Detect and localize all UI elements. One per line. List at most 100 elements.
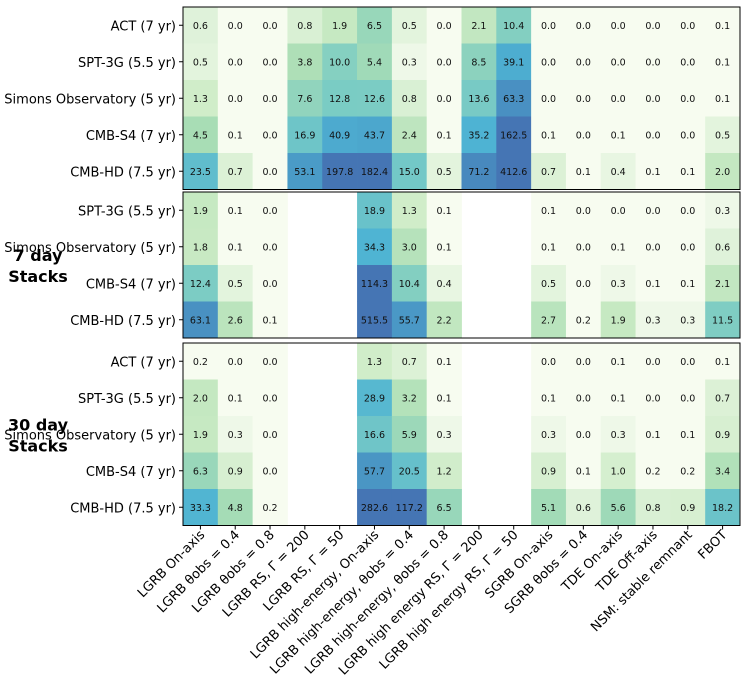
heatmap-cell <box>565 416 602 453</box>
heatmap-cell <box>357 192 393 229</box>
heatmap-cell <box>426 192 462 229</box>
cell-value-label: 5.9 <box>402 430 417 441</box>
heatmap-cell <box>357 301 393 339</box>
cell-value-label: 0.3 <box>611 279 626 290</box>
heatmap-cell <box>670 116 706 154</box>
heatmap-cell <box>531 265 567 302</box>
heatmap-cell <box>496 153 532 190</box>
cell-value-label: 0.0 <box>576 430 591 441</box>
cell-value-label: 0.1 <box>262 315 277 326</box>
heatmap-cell <box>426 153 462 190</box>
heatmap-cell <box>252 452 288 490</box>
heatmap-cell <box>183 343 219 380</box>
cell-value-label: 3.2 <box>402 393 417 404</box>
cell-value-label: 34.3 <box>364 242 385 253</box>
heatmap-cell <box>531 43 567 81</box>
heatmap-cell <box>565 379 602 417</box>
heatmap-cell <box>183 228 219 266</box>
heatmap-cell <box>391 379 428 417</box>
cell-value-label: 10.4 <box>399 279 420 290</box>
cell-value-label: 12.6 <box>364 94 385 105</box>
cell-value-label: 0.0 <box>680 206 695 217</box>
cell-value-label: 0.3 <box>611 430 626 441</box>
heatmap-cell <box>705 80 741 117</box>
heatmap-cell <box>705 43 741 81</box>
panel-label: 30 day Stacks <box>8 415 69 455</box>
heatmap-cell <box>287 153 323 190</box>
heatmap-cell <box>391 192 428 229</box>
cell-value-label: 0.7 <box>402 357 417 368</box>
heatmap-cell <box>183 301 219 339</box>
cell-value-label: 0.9 <box>715 430 730 441</box>
heatmap-cell <box>217 228 254 266</box>
heatmap-cell <box>496 80 532 117</box>
cell-value-label: 282.6 <box>361 503 388 514</box>
heatmap-cell <box>600 379 636 417</box>
heatmap-cell <box>183 452 219 490</box>
cell-value-label: 63.3 <box>503 94 524 105</box>
row-label: SPT-3G (5.5 yr) <box>78 204 176 219</box>
row-label: CMB-S4 (7 yr) <box>86 277 176 292</box>
cell-value-label: 2.0 <box>193 393 208 404</box>
heatmap-cell <box>287 80 323 117</box>
column-label: FBOT <box>696 528 731 563</box>
heatmap-cell <box>183 153 219 190</box>
cell-value-label: 0.3 <box>541 430 556 441</box>
heatmap-cell <box>391 153 428 190</box>
heatmap-cell <box>705 301 741 339</box>
heatmap-cell <box>183 43 219 81</box>
cell-value-label: 0.2 <box>576 315 591 326</box>
cell-value-label: 40.9 <box>329 130 350 141</box>
heatmap-cell <box>217 265 254 302</box>
heatmap-cell <box>391 116 428 154</box>
heatmap-cell <box>670 416 706 453</box>
cell-value-label: 0.8 <box>297 21 312 32</box>
panel-label: 7 day Stacks <box>8 246 68 286</box>
cell-value-label: 0.0 <box>645 357 660 368</box>
cell-value-label: 0.3 <box>680 315 695 326</box>
heatmap-cell <box>287 43 323 81</box>
heatmap-cell <box>531 80 567 117</box>
cell-value-label: 0.7 <box>715 393 730 404</box>
row-label: Simons Observatory (5 yr) <box>4 428 176 443</box>
heatmap-cell <box>252 116 288 154</box>
cell-value-label: 0.0 <box>611 21 626 32</box>
heatmap-cell <box>461 80 497 117</box>
cell-value-label: 0.1 <box>437 130 452 141</box>
heatmap-cell <box>252 379 288 417</box>
heatmap-cell <box>705 343 741 380</box>
cell-value-label: 0.0 <box>262 167 277 178</box>
cell-value-label: 0.0 <box>228 21 243 32</box>
heatmap-cell <box>357 7 393 44</box>
heatmap-cell <box>287 7 323 44</box>
panel-1: 0.6 0.0 0.0 0.8 1.9 6.5 0.5 0.0 2.1 10.4 0.0 0.0 0.0… <box>4 6 741 190</box>
cell-value-label: 0.1 <box>228 242 243 253</box>
heatmap-cell <box>217 116 254 154</box>
heatmap-cell <box>357 452 393 490</box>
cell-value-label: 3.8 <box>297 57 312 68</box>
cell-value-label: 2.4 <box>402 130 417 141</box>
heatmap-cell <box>426 379 462 417</box>
heatmap-cell <box>357 379 393 417</box>
cell-value-label: 0.9 <box>228 466 243 477</box>
cell-value-label: 0.6 <box>576 503 591 514</box>
heatmap-cell <box>217 192 254 229</box>
cell-value-label: 0.5 <box>402 21 417 32</box>
cell-value-label: 0.0 <box>228 357 243 368</box>
cell-value-label: 0.5 <box>437 167 452 178</box>
heatmap-cell <box>670 489 706 526</box>
heatmap-cell <box>183 379 219 417</box>
cell-value-label: 0.1 <box>611 242 626 253</box>
cell-value-label: 0.3 <box>228 430 243 441</box>
cell-value-label: 0.0 <box>611 57 626 68</box>
heatmap-cell <box>600 452 636 490</box>
heatmap-cell <box>391 489 428 526</box>
cell-value-label: 0.0 <box>576 206 591 217</box>
cell-value-label: 0.1 <box>228 130 243 141</box>
heatmap-cell <box>183 489 219 526</box>
heatmap-cell <box>391 228 428 266</box>
cell-value-label: 0.1 <box>576 167 591 178</box>
cell-value-label: 57.7 <box>364 466 385 477</box>
cell-value-label: 0.0 <box>437 57 452 68</box>
cell-value-label: 0.0 <box>262 393 277 404</box>
